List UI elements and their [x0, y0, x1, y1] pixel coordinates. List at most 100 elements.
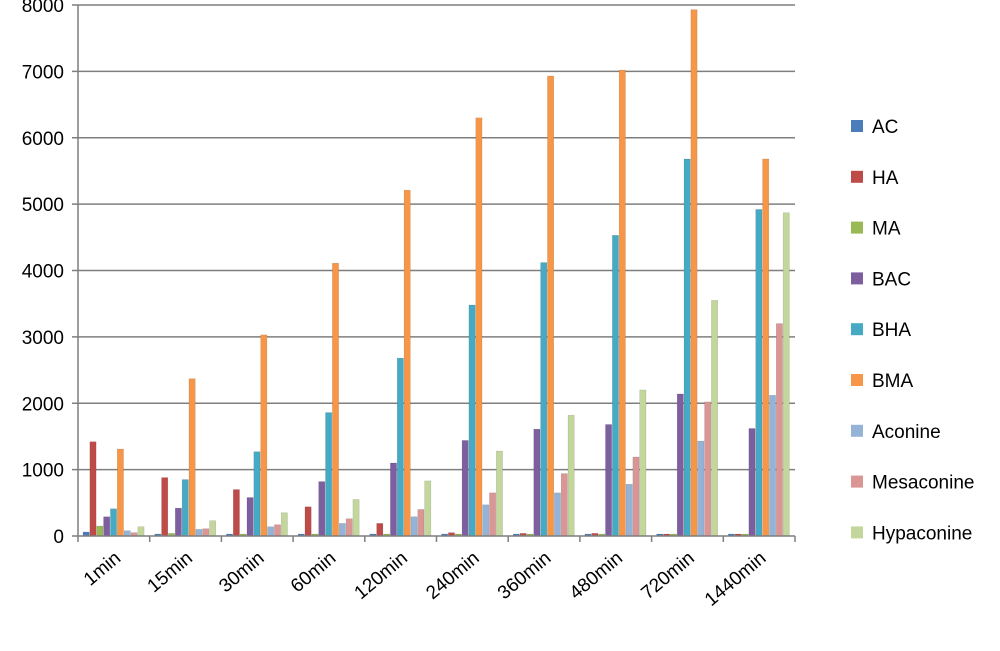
bar-bac-360min	[533, 428, 541, 537]
legend-swatch	[851, 221, 863, 234]
bar-mesaconine-15min	[202, 528, 210, 537]
bars	[82, 9, 790, 537]
bar-mesaconine-720min	[704, 401, 712, 537]
legend-item-mesaconine: Mesaconine	[851, 473, 974, 494]
legend-label: Aconine	[872, 422, 941, 443]
legend-swatch	[851, 475, 863, 488]
bar-bma-240min	[475, 117, 483, 537]
y-tick-label: 7000	[22, 62, 64, 83]
bar-bha-1440min	[755, 209, 763, 537]
y-tick-label: 8000	[22, 0, 64, 17]
x-tick-label: 60min	[287, 548, 340, 597]
legend-label: BAC	[872, 269, 911, 290]
legend-swatch	[851, 120, 863, 132]
legend-swatch	[851, 526, 863, 539]
bar-bma-15min	[188, 378, 196, 537]
x-tick-label: 240min	[422, 548, 483, 604]
bar-aconine-15min	[195, 529, 203, 537]
bar-hypaconine-360min	[567, 414, 575, 537]
bar-hypaconine-480min	[639, 389, 647, 537]
legend-label: HA	[872, 168, 899, 189]
bar-hypaconine-120min	[424, 480, 432, 537]
bar-aconine-240min	[482, 504, 490, 537]
bar-ma-1min	[96, 525, 104, 537]
bar-aconine-120min	[410, 516, 418, 537]
bar-hypaconine-240min	[496, 450, 503, 537]
y-tick-label: 4000	[22, 262, 64, 283]
bar-bac-720min	[676, 393, 684, 537]
legend-label: AC	[872, 117, 898, 138]
legend-label: BHA	[872, 320, 911, 341]
legend-label: Hypaconine	[872, 523, 972, 544]
x-axis-tick-labels: 1min 15min 30min 60min 120min 240min 360min 480…	[77, 536, 796, 611]
bar-mesaconine-30min	[274, 524, 281, 537]
legend-item-aconine: Aconine	[851, 422, 941, 443]
bar-bma-60min	[332, 262, 339, 537]
bar-mesaconine-240min	[489, 492, 496, 537]
legend-label: Mesaconine	[872, 473, 974, 494]
x-tick-label: 720min	[637, 548, 698, 604]
bar-bha-15min	[181, 479, 189, 537]
x-tick-label: 30min	[215, 548, 268, 597]
bar-bha-720min	[683, 158, 691, 537]
legend-item-ac: AC	[851, 117, 898, 138]
gridlines	[78, 4, 795, 471]
bar-bma-720min	[690, 9, 698, 537]
x-tick-label: 15min	[144, 548, 197, 597]
bar-hypaconine-30min	[280, 512, 288, 537]
legend-label: BMA	[872, 371, 914, 392]
bar-ha-1min	[89, 441, 97, 537]
bar-bac-120min	[390, 462, 397, 537]
bar-aconine-1440min	[769, 395, 776, 537]
bar-hypaconine-60min	[352, 499, 360, 537]
legend-item-ha: HA	[851, 168, 899, 189]
bar-aconine-720min	[697, 440, 705, 537]
bar-bma-360min	[547, 75, 554, 537]
bar-bac-1440min	[748, 428, 756, 537]
bar-bac-15min	[175, 507, 182, 537]
bar-bha-120min	[396, 357, 404, 537]
bar-bma-480min	[618, 69, 626, 537]
bar-aconine-60min	[338, 523, 346, 537]
bar-bha-480min	[612, 235, 619, 537]
bar-bma-1440min	[762, 158, 770, 537]
bar-ha-30min	[233, 489, 240, 537]
legend-swatch	[851, 170, 863, 183]
legend-label: MA	[872, 219, 901, 240]
bar-aconine-360min	[554, 492, 561, 537]
x-tick-label: 1min	[80, 548, 125, 591]
y-tick-label: 1000	[22, 461, 64, 482]
bar-bha-240min	[468, 304, 476, 537]
legend-item-bma: BMA	[851, 371, 914, 392]
x-tick-label: 120min	[351, 548, 412, 604]
bar-bha-1min	[110, 508, 117, 537]
y-tick-label: 2000	[22, 394, 64, 415]
y-tick-label: 3000	[22, 328, 64, 349]
bar-bha-60min	[325, 412, 333, 537]
bar-hypaconine-15min	[209, 520, 217, 537]
bar-ha-120min	[376, 523, 384, 537]
legend-swatch	[851, 272, 863, 285]
bar-aconine-1min	[123, 530, 131, 537]
x-tick-label: 360min	[494, 548, 555, 604]
x-tick-label: 480min	[566, 548, 627, 604]
bar-bac-1min	[103, 516, 111, 537]
bar-aconine-480min	[625, 483, 633, 537]
bar-hypaconine-1min	[137, 526, 145, 537]
bar-mesaconine-1440min	[776, 323, 783, 537]
legend-item-ma: MA	[851, 219, 901, 240]
bar-bma-30min	[260, 334, 268, 537]
bar-bha-360min	[540, 262, 548, 537]
bar-mesaconine-480min	[632, 456, 640, 537]
y-axis-tick-labels: 0 1000 2000 3000 4000 5000 6000 7000 8000	[22, 0, 78, 548]
bar-bha-30min	[253, 451, 261, 537]
legend-item-bac: BAC	[851, 269, 911, 290]
legend-swatch	[851, 374, 863, 386]
bar-bac-240min	[461, 440, 469, 537]
bar-ha-15min	[161, 477, 169, 537]
bar-mesaconine-360min	[560, 473, 568, 537]
legend-item-hypaconine: Hypaconine	[851, 523, 972, 544]
legend-item-bha: BHA	[851, 320, 911, 341]
legend: AC HA MA BAC BHA BMA Aconine Mesaconine Hypaconi…	[851, 117, 974, 544]
bar-bac-480min	[605, 424, 612, 537]
